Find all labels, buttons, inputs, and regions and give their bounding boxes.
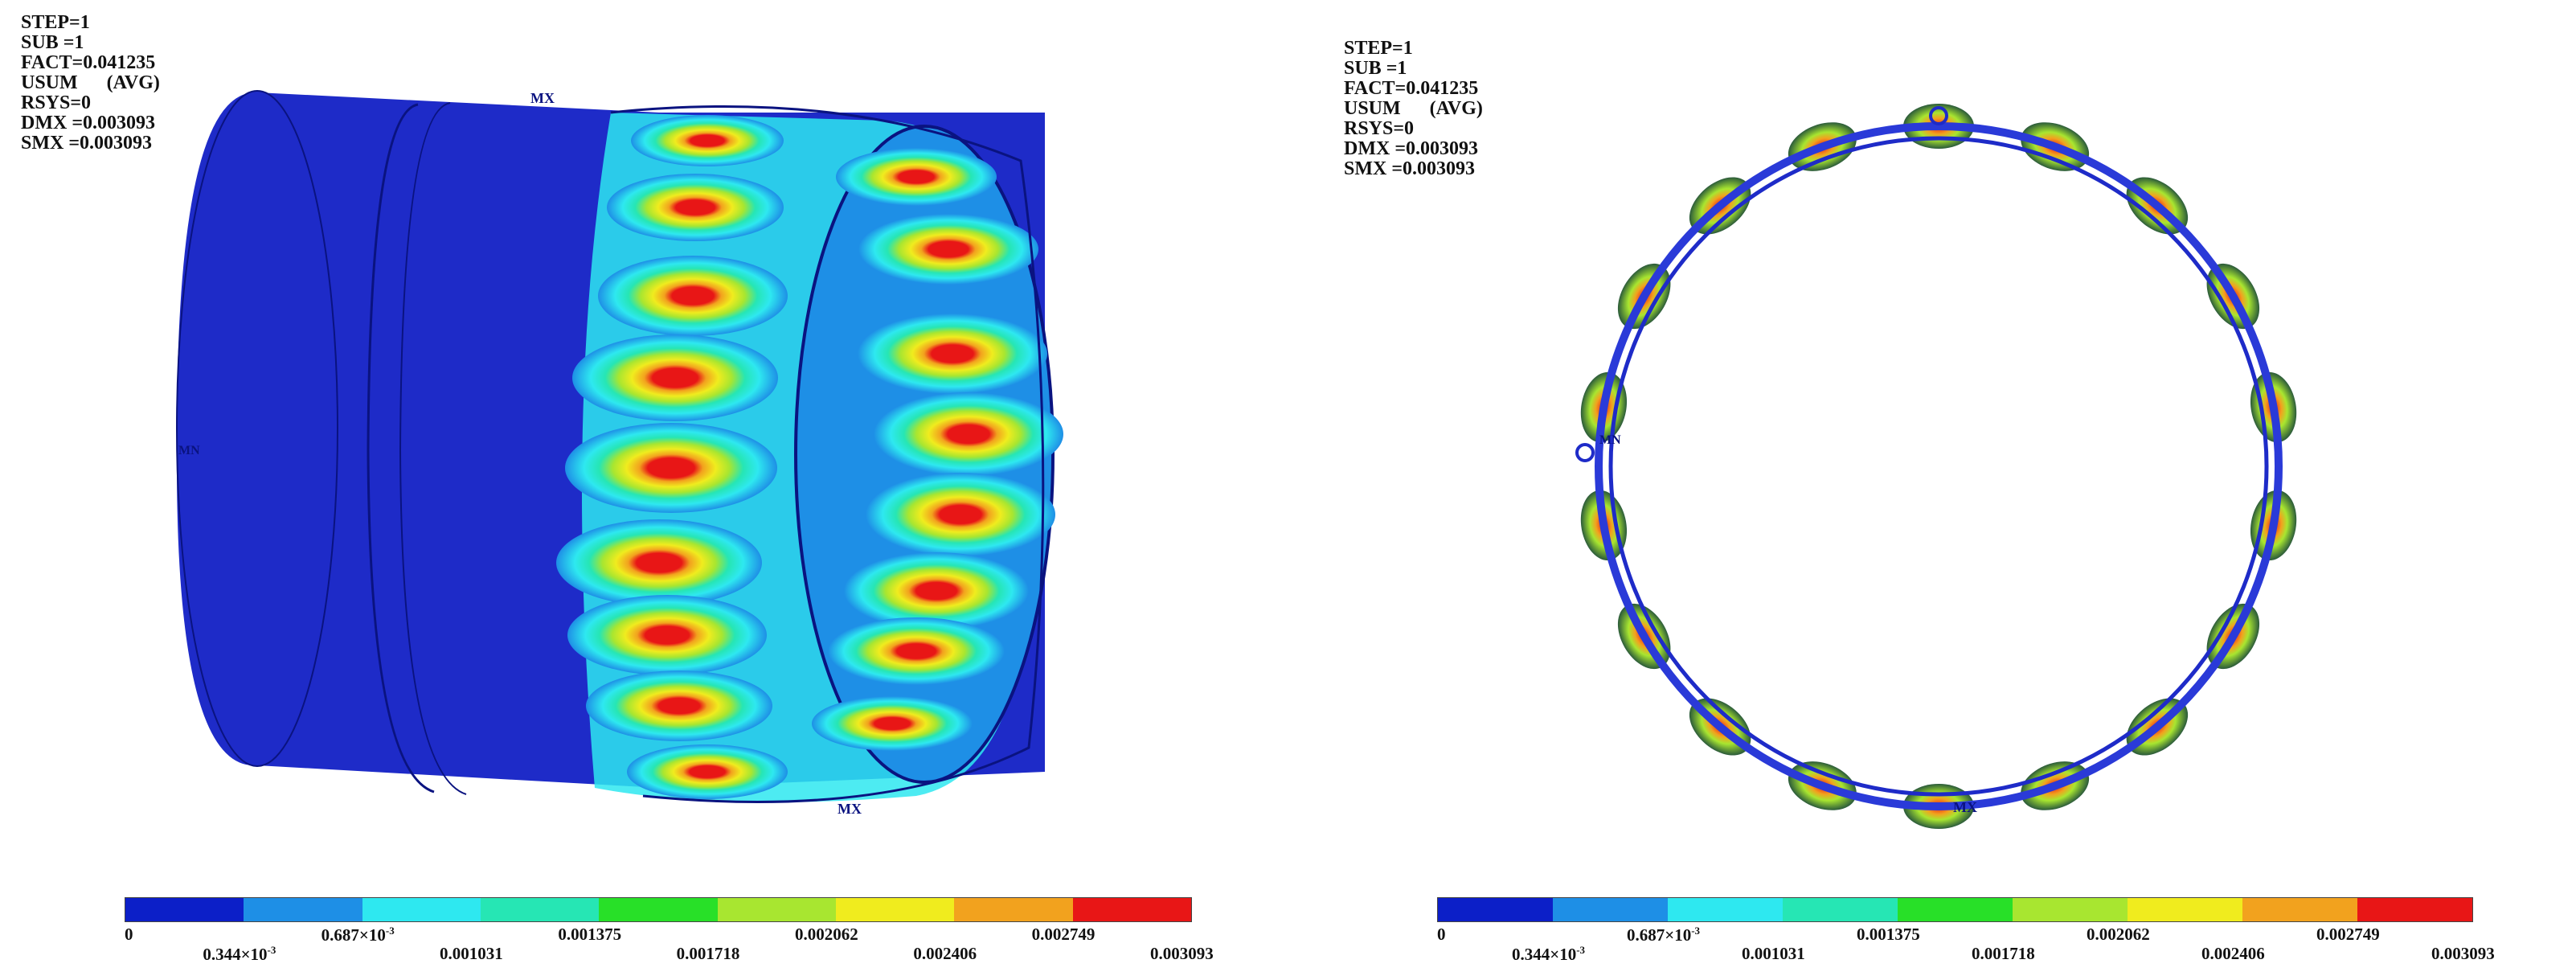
legend-tick-label: 0.003093: [2431, 944, 2495, 963]
legend-tick-label: 0.001718: [676, 944, 740, 963]
legend-tick-label: 0: [125, 925, 133, 944]
info-line: FACT=0.041235: [21, 52, 156, 73]
legend-swatch: [1783, 898, 1898, 921]
legend-swatch: [1898, 898, 2013, 921]
legend-swatch: [1553, 898, 1668, 921]
legend-tick-label: 0.002749: [1031, 925, 1096, 944]
right-color-legend: [1437, 897, 2473, 922]
right-result-info: STEP=1 SUB =1 FACT=0.041235 USUM (AVG) R…: [1344, 39, 1483, 179]
legend-swatch: [2357, 898, 2472, 921]
legend-swatch: [599, 898, 718, 921]
ring-node-left: [1575, 443, 1595, 462]
legend-tick-label: 0.002406: [2201, 944, 2265, 963]
legend-tick-label: 0.002062: [795, 925, 858, 944]
info-line: FACT=0.041235: [1344, 78, 1479, 99]
left-panel: STEP=1 SUB =1 FACT=0.041235 USUM (AVG) R…: [21, 13, 1214, 965]
legend-tick-label: 0.001031: [1742, 944, 1805, 963]
info-line: USUM (AVG): [1344, 98, 1483, 119]
legend-swatch: [244, 898, 362, 921]
legend-tick-label: 0.001031: [440, 944, 503, 963]
info-line: USUM (AVG): [21, 72, 160, 93]
info-line: SUB =1: [21, 32, 84, 53]
info-line: RSYS=0: [21, 92, 92, 113]
legend-tick-label: 0: [1437, 925, 1446, 944]
legend-swatch: [125, 898, 244, 921]
info-line: SUB =1: [1344, 58, 1407, 79]
info-line: DMX =0.003093: [21, 113, 155, 133]
legend-tick-label: 0.001718: [1972, 944, 2035, 963]
ring-node-top: [1929, 106, 1948, 125]
legend-swatch: [1072, 898, 1191, 921]
ring-deformation-figure: MN MX: [1575, 104, 2297, 829]
legend-swatch: [717, 898, 836, 921]
legend-tick-label: 0.344×10-3: [1512, 944, 1586, 964]
mn-marker: MN: [1599, 433, 1621, 447]
legend-swatch: [2013, 898, 2128, 921]
legend-tick-label: 0.344×10-3: [203, 944, 276, 964]
info-line: SMX =0.003093: [1344, 158, 1476, 179]
legend-swatch: [480, 898, 600, 921]
right-panel: STEP=1 SUB =1 FACT=0.041235 USUM (AVG) R…: [1288, 0, 2576, 976]
legend-tick-label: 0.687×10-3: [1627, 925, 1701, 945]
legend-swatch: [2128, 898, 2242, 921]
legend-swatch: [362, 898, 481, 921]
legend-swatch: [1438, 898, 1553, 921]
ring-bumps: [1580, 104, 2297, 829]
legend-swatch: [835, 898, 955, 921]
legend-tick-label: 0.003093: [1150, 944, 1214, 963]
info-line: SMX =0.003093: [21, 133, 153, 154]
outer-row-lobes: [556, 115, 788, 799]
legend-tick-label: 0.002062: [2087, 925, 2150, 944]
cylinder-deformation-figure: MN MX MX: [176, 90, 1063, 817]
legend-tick-label: 0.001375: [558, 925, 622, 944]
legend-swatch: [1668, 898, 1783, 921]
legend-swatch: [2242, 898, 2357, 921]
info-line: RSYS=0: [1344, 118, 1415, 139]
mx-top-marker: MX: [530, 90, 555, 106]
left-color-legend: [125, 897, 1192, 922]
mx-marker: MX: [838, 801, 862, 817]
legend-tick-label: 0.002749: [2316, 925, 2380, 944]
inner-row-lobes: [812, 148, 1063, 751]
info-line: STEP=1: [21, 12, 90, 33]
ring-inner: [1608, 136, 2269, 797]
legend-tick-label: 0.001375: [1857, 925, 1920, 944]
left-result-info: STEP=1 SUB =1 FACT=0.041235 USUM (AVG) R…: [21, 13, 160, 154]
mn-marker: MN: [178, 444, 200, 457]
mx-marker: MX: [1953, 799, 1977, 815]
legend-tick-label: 0.687×10-3: [321, 925, 395, 945]
info-line: DMX =0.003093: [1344, 138, 1478, 159]
info-line: STEP=1: [1344, 38, 1413, 59]
ring-outer: [1595, 122, 2283, 810]
legend-tick-label: 0.002406: [913, 944, 977, 963]
legend-swatch: [954, 898, 1073, 921]
